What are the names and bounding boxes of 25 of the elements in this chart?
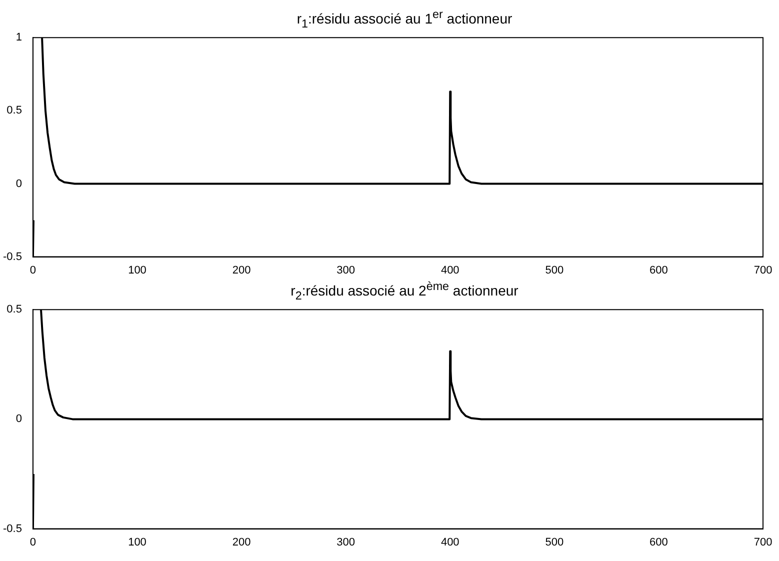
y-tick-label: -0.5 [2, 522, 22, 535]
x-tick-label: 0 [30, 536, 36, 548]
y-tick-label: 1 [16, 32, 22, 44]
x-tick-label: 100 [128, 536, 146, 548]
y-tick-label: 0.5 [6, 104, 22, 117]
x-tick-label: 200 [232, 536, 251, 548]
x-tick-label: 300 [336, 536, 356, 548]
x-tick-label: 100 [128, 264, 146, 276]
y-tick-label: 0 [16, 413, 22, 426]
chart-title: r$_{1}$:résidu associé au 1$^{er}$ actionneur [296, 8, 514, 30]
x-tick-label: 400 [440, 536, 460, 548]
x-tick-label: 300 [336, 264, 356, 276]
y-tick-label: 0 [16, 178, 22, 190]
y-tick-label: -0.5 [2, 250, 22, 263]
x-tick-label: 500 [545, 264, 564, 276]
x-tick-label: 400 [440, 264, 460, 276]
x-tick-label: 600 [650, 264, 668, 276]
x-tick-label: 600 [650, 536, 668, 548]
x-tick-label: 700 [754, 536, 772, 548]
y-tick-label: 0.5 [6, 304, 22, 316]
x-tick-label: 700 [754, 264, 772, 276]
chart-title: r$_{2}$:résidu associé au 2$^{ème}$ actionneur [290, 280, 520, 302]
x-tick-label: 200 [232, 264, 251, 276]
x-tick-label: 500 [545, 536, 564, 548]
x-tick-label: 0 [30, 264, 36, 276]
